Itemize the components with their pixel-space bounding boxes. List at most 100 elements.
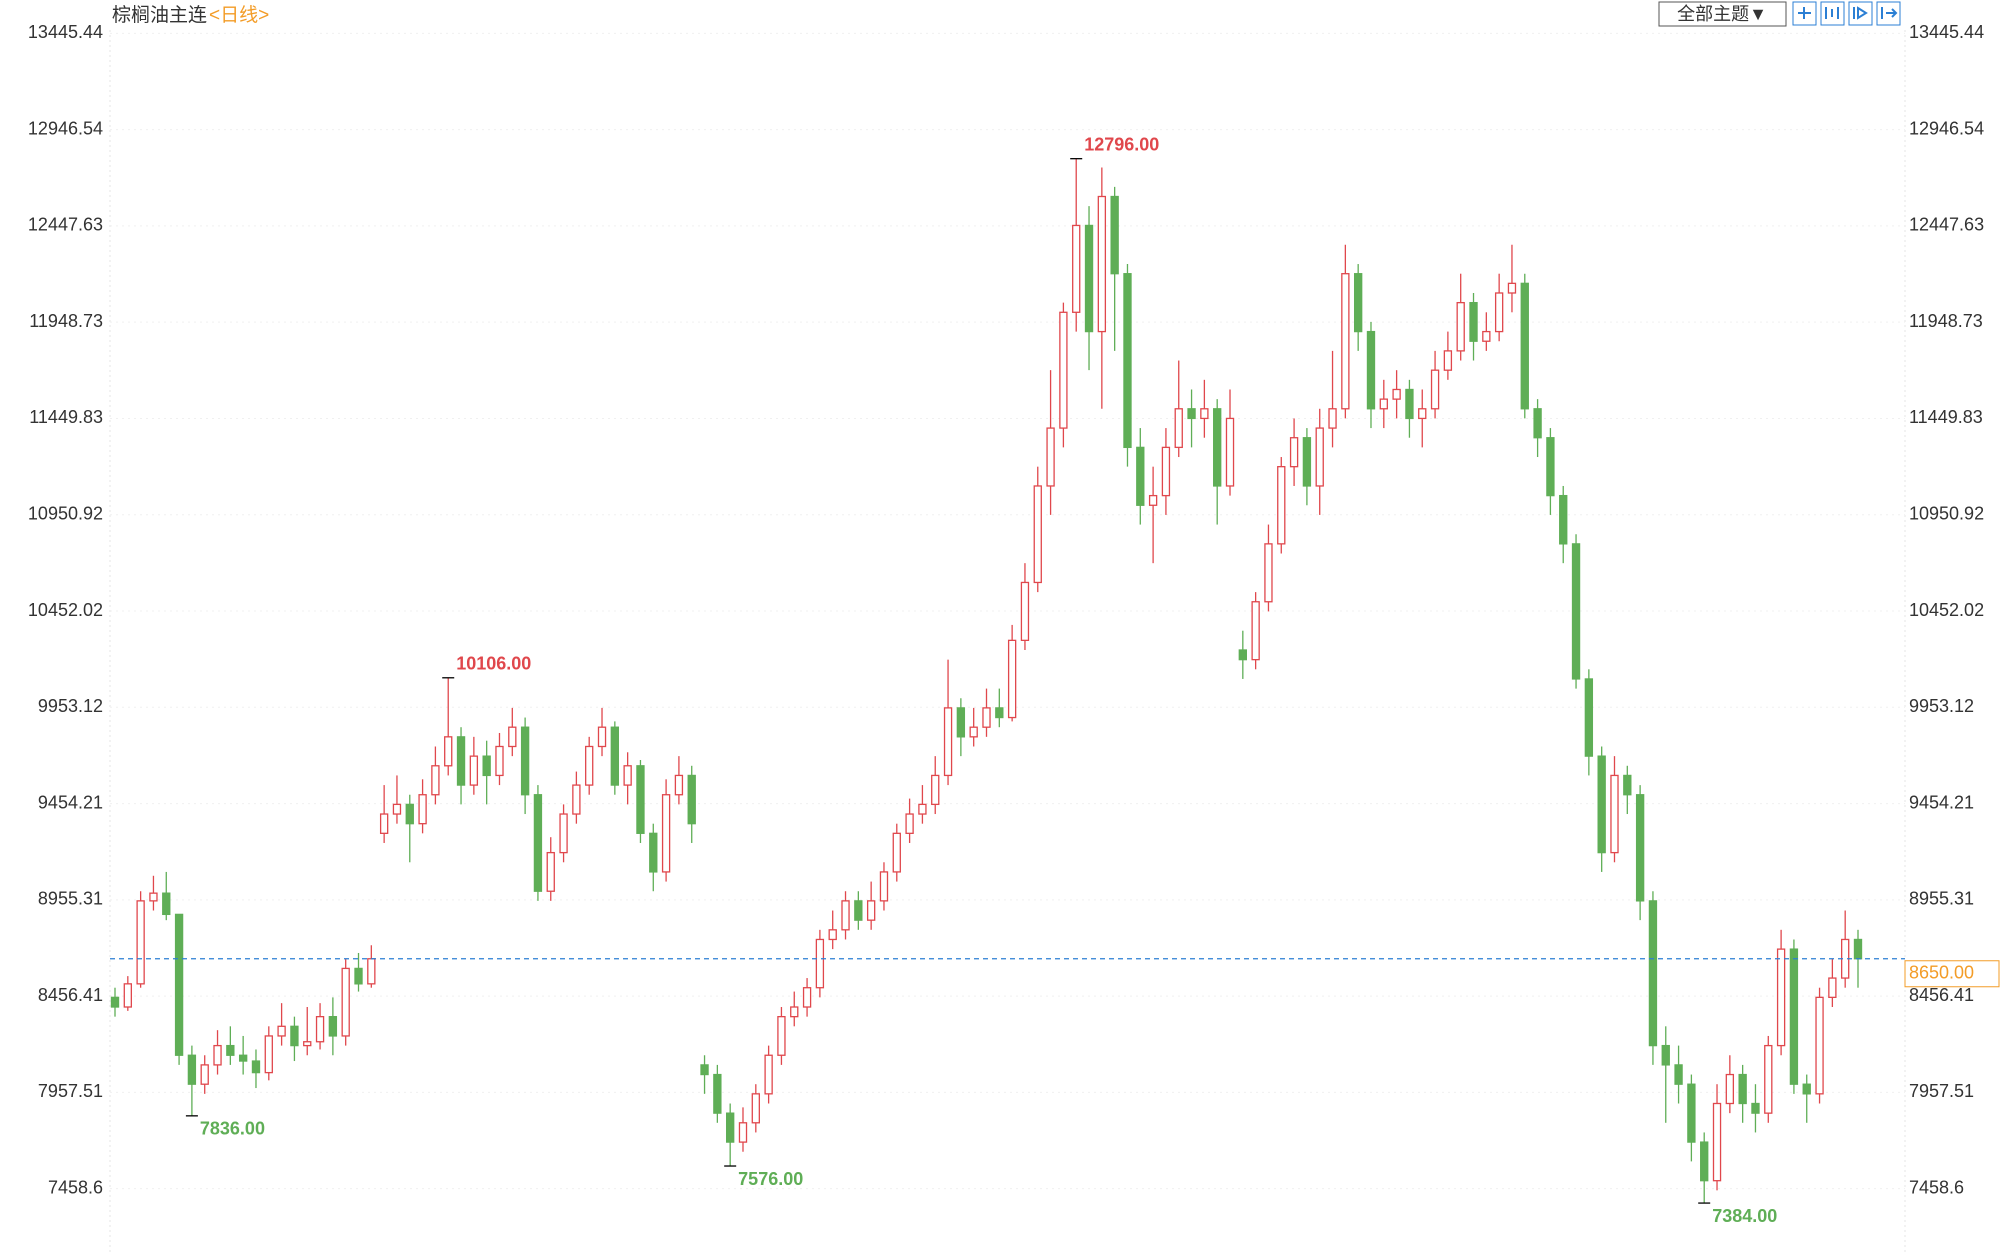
candle-body	[1482, 330, 1491, 342]
candle-body	[520, 726, 530, 796]
y2-tick-label: 9953.12	[1909, 696, 1974, 716]
candle-body	[1520, 282, 1529, 410]
candle-body	[431, 765, 440, 796]
candle-body	[956, 707, 966, 738]
candle-body	[636, 765, 645, 834]
candle-body	[392, 803, 402, 815]
candle-body	[251, 1060, 261, 1074]
candle-body	[610, 726, 620, 786]
candle-body	[1084, 224, 1094, 333]
y2-tick-label: 8456.41	[1909, 985, 1974, 1005]
candle-body	[892, 832, 901, 873]
candle-body	[290, 1025, 299, 1047]
candle-body	[1623, 774, 1632, 796]
candle-body	[1302, 437, 1312, 487]
candle-body	[367, 958, 376, 985]
tool-icon-glyph	[1825, 7, 1839, 19]
candle-body	[1187, 408, 1196, 420]
candle-body	[1430, 369, 1440, 410]
candle-body	[649, 832, 658, 873]
candle-body	[405, 803, 414, 825]
candle-body	[738, 1122, 748, 1143]
candle-body	[110, 996, 120, 1008]
candle-body	[597, 726, 607, 748]
candle-body	[1213, 408, 1222, 487]
candle-body	[123, 983, 132, 1008]
candle-body	[1046, 427, 1055, 487]
y-tick-label: 7458.6	[48, 1177, 103, 1197]
candle-body	[1379, 398, 1388, 410]
candle-body	[1277, 466, 1286, 545]
candle-body	[149, 892, 158, 902]
y2-tick-label: 12447.63	[1909, 215, 1984, 235]
y-tick-label: 12946.54	[28, 118, 103, 138]
candle-body	[1546, 437, 1555, 497]
candle-body	[1366, 330, 1376, 410]
candle-body	[1712, 1102, 1722, 1182]
extreme-label: 10106.00	[456, 654, 531, 674]
candle-body	[328, 1016, 338, 1037]
theme-button[interactable]	[1658, 1, 1787, 27]
candle-body	[1072, 224, 1081, 313]
candle-body	[828, 929, 837, 941]
candle-body	[905, 813, 914, 834]
candle-body	[200, 1064, 209, 1085]
candle-body	[623, 765, 632, 786]
y-tick-label: 9953.12	[38, 696, 103, 716]
candle-body	[546, 851, 555, 892]
candle-body	[1315, 427, 1324, 487]
y2-tick-label: 8955.31	[1909, 889, 1974, 909]
candle-body	[1661, 1044, 1670, 1066]
candle-body	[162, 892, 171, 916]
tool-icon[interactable]	[1848, 1, 1873, 26]
candle-body	[1597, 755, 1606, 854]
candle-body	[1418, 408, 1427, 420]
candle-body	[1200, 408, 1209, 420]
candle-body	[264, 1035, 273, 1074]
y-tick-label: 13445.44	[28, 22, 103, 42]
y-tick-label: 9454.21	[38, 792, 103, 812]
y-tick-label: 12447.63	[28, 215, 103, 235]
y2-tick-label: 11948.73	[1909, 311, 1983, 331]
candle-body	[136, 900, 145, 985]
y-tick-label: 8456.41	[38, 985, 103, 1005]
candle-body	[918, 803, 927, 815]
candle-body	[1225, 417, 1235, 487]
y2-tick-label: 7957.51	[1909, 1081, 1974, 1101]
candle-body	[1789, 948, 1799, 1085]
candle-body	[1571, 543, 1581, 680]
theme-button-label[interactable]: 全部主题▼	[1677, 4, 1767, 24]
candle-body	[1828, 977, 1837, 999]
candle-body	[1059, 311, 1068, 429]
candle-body	[1738, 1073, 1747, 1105]
extreme-label: 7576.00	[738, 1169, 803, 1189]
candle-body	[418, 794, 427, 825]
candle-body	[1635, 794, 1645, 902]
candle-body	[1007, 639, 1017, 719]
candle-body	[1469, 301, 1478, 342]
candle-body	[866, 900, 876, 921]
candle-body	[1853, 938, 1863, 960]
candle-body	[815, 938, 825, 989]
candle-body	[1700, 1141, 1709, 1182]
candle-body	[1559, 494, 1568, 545]
candle-body	[341, 967, 350, 1037]
candle-body	[482, 755, 491, 777]
tool-icon-glyph	[1798, 7, 1811, 19]
candle-body	[1264, 543, 1273, 603]
candle-body	[1392, 388, 1401, 400]
candle-body	[943, 707, 953, 777]
candle-body	[1725, 1073, 1735, 1105]
candle-body	[354, 967, 363, 985]
candle-body	[700, 1064, 709, 1076]
period-label[interactable]: <日线>	[209, 4, 269, 26]
chart-title: 棕榈油主连	[112, 4, 207, 26]
candle-body	[1751, 1102, 1760, 1114]
y-tick-label: 8955.31	[38, 889, 103, 909]
candle-body	[469, 755, 479, 786]
toolbar: 全部主题▼	[1658, 1, 1901, 27]
candle-body	[995, 707, 1004, 719]
candle-body	[1507, 282, 1517, 294]
